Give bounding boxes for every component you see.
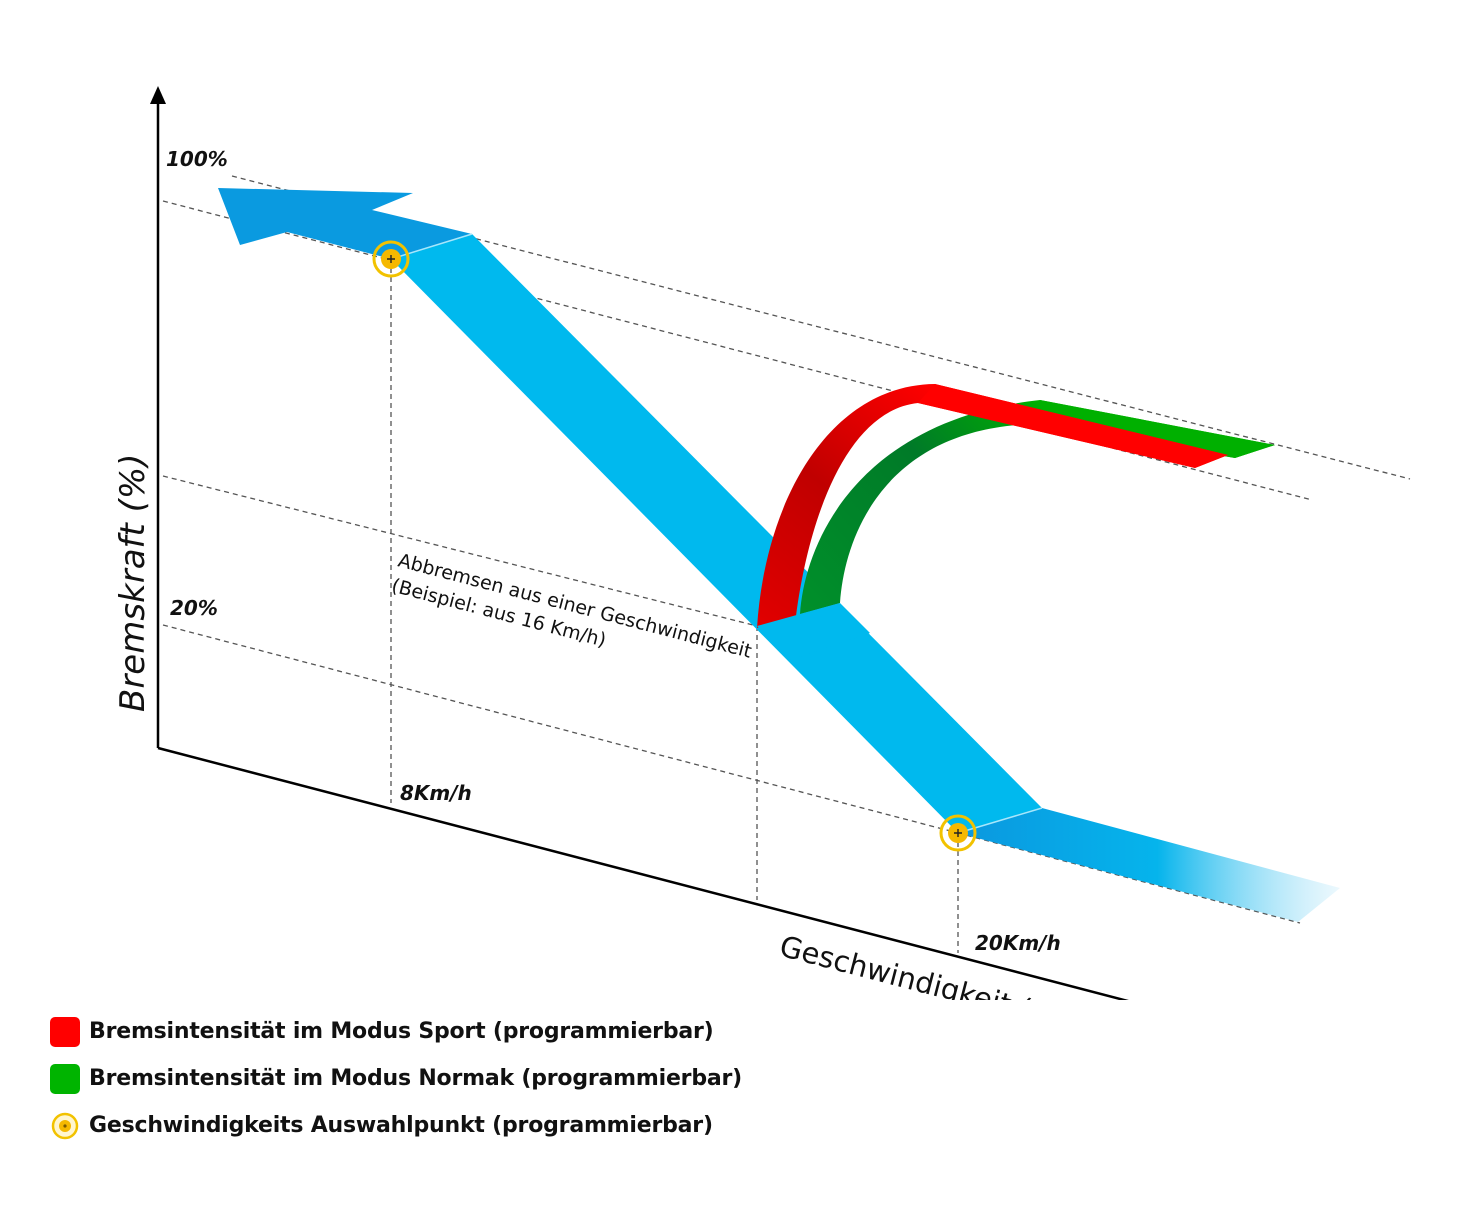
- legend-label: Geschwindigkeits Auswahlpunkt (programmi…: [89, 1113, 713, 1138]
- junction-segment: [757, 603, 870, 660]
- legend-label: Bremsintensität im Modus Normak (program…: [89, 1066, 743, 1091]
- sport-mode-curve: [757, 384, 1228, 628]
- legend: Bremsintensität im Modus Sport (programm…: [50, 1008, 742, 1149]
- y-tick-20: 20%: [170, 596, 218, 620]
- target-point-icon: [50, 1111, 80, 1141]
- x-tick-8: 8Km/h: [400, 781, 472, 805]
- brake-force-diagram: 100% 20% 8Km/h 20Km/h Bremskraft (%) Ges…: [113, 86, 1411, 1000]
- legend-item-selection-point: Geschwindigkeits Auswahlpunkt (programmi…: [50, 1102, 742, 1149]
- legend-item-normal: Bremsintensität im Modus Normak (program…: [50, 1055, 742, 1102]
- y-axis: [150, 86, 166, 748]
- x-axis-title: Geschwindigkeit (Km/h): [776, 929, 1119, 1000]
- green-square-icon: [50, 1063, 80, 1094]
- red-square-icon: [50, 1016, 80, 1047]
- normal-mode-curve: [800, 400, 1275, 614]
- selection-point-20kmh[interactable]: [939, 814, 977, 852]
- y-tick-100: 100%: [166, 147, 228, 171]
- crosshair-icon: [387, 255, 395, 263]
- y-axis-arrow-icon: [150, 86, 166, 104]
- y-axis-title: Bremskraft (%): [113, 453, 153, 712]
- x-tick-20: 20Km/h: [975, 931, 1061, 955]
- x-axis: [157, 746, 1129, 1000]
- crosshair-icon: [954, 829, 962, 837]
- legend-item-sport: Bremsintensität im Modus Sport (programm…: [50, 1008, 742, 1055]
- standard-brake-band: [218, 188, 1340, 922]
- selection-point-8kmh[interactable]: [372, 240, 410, 278]
- legend-label: Bremsintensität im Modus Sport (programm…: [89, 1019, 714, 1044]
